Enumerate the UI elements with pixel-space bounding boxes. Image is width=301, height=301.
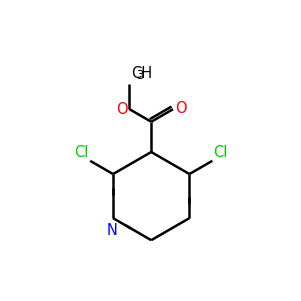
Text: 3: 3 — [136, 70, 143, 82]
Text: Cl: Cl — [75, 144, 89, 160]
Text: O: O — [116, 102, 128, 117]
Text: Cl: Cl — [214, 144, 228, 160]
Text: O: O — [175, 101, 187, 116]
Text: N: N — [106, 223, 117, 238]
Text: CH: CH — [131, 66, 152, 81]
